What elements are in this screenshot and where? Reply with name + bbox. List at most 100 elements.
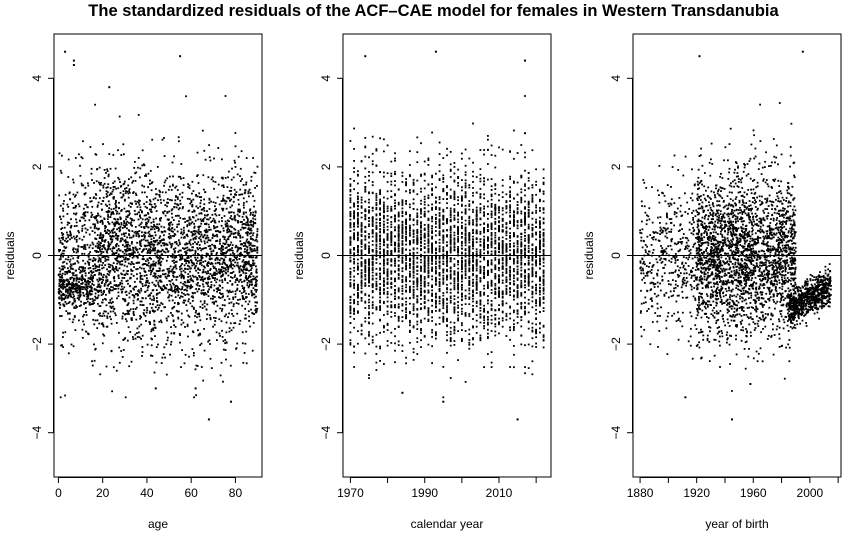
data-point	[102, 298, 104, 301]
data-point	[213, 219, 216, 222]
data-point	[247, 277, 249, 280]
data-point	[71, 272, 74, 274]
data-point	[156, 277, 159, 279]
data-point	[217, 183, 220, 186]
data-point	[81, 336, 84, 339]
data-point	[117, 269, 119, 272]
data-point	[401, 244, 404, 246]
data-point	[180, 366, 182, 368]
data-point	[397, 243, 400, 246]
data-point	[210, 286, 213, 289]
data-point	[192, 306, 195, 309]
data-point	[111, 190, 114, 193]
data-point	[151, 355, 154, 357]
data-point	[97, 285, 100, 288]
data-point	[255, 265, 257, 268]
data-point	[218, 263, 221, 266]
data-point	[405, 267, 407, 269]
data-point	[375, 245, 378, 247]
data-point	[186, 235, 189, 238]
data-point	[97, 251, 100, 253]
data-point	[368, 313, 370, 316]
data-point	[364, 235, 367, 238]
data-point	[405, 356, 407, 359]
data-point	[96, 247, 99, 249]
data-point	[92, 223, 95, 226]
data-point	[383, 244, 385, 247]
data-point	[218, 332, 221, 335]
data-point	[215, 269, 218, 272]
data-point	[232, 176, 235, 179]
data-point	[230, 249, 233, 252]
data-point	[175, 267, 178, 270]
data-point	[383, 271, 385, 273]
data-point	[200, 222, 203, 225]
data-point	[129, 222, 132, 225]
data-point	[184, 288, 187, 291]
data-point	[72, 290, 75, 293]
data-point	[92, 257, 95, 259]
data-point	[353, 279, 355, 282]
data-point	[110, 302, 113, 305]
data-point	[178, 254, 181, 256]
data-point	[130, 360, 133, 363]
data-point	[76, 289, 79, 292]
data-point	[100, 260, 102, 263]
data-point	[114, 223, 117, 226]
data-point	[236, 213, 239, 216]
data-point	[236, 278, 239, 281]
data-point	[92, 259, 94, 262]
data-point	[155, 275, 157, 278]
data-point	[178, 223, 180, 226]
data-point	[149, 246, 152, 249]
data-point	[110, 322, 113, 325]
data-point	[225, 321, 228, 324]
data-point	[223, 252, 226, 254]
data-point	[70, 287, 73, 289]
data-point	[150, 221, 153, 224]
data-point	[156, 239, 159, 242]
data-point	[59, 239, 62, 242]
data-point	[357, 200, 359, 203]
data-point	[379, 228, 381, 230]
data-point	[405, 280, 407, 283]
data-point	[182, 282, 185, 285]
data-point	[137, 262, 140, 264]
data-point	[67, 206, 70, 208]
data-point	[181, 349, 183, 351]
data-point	[109, 299, 112, 301]
data-point	[212, 276, 215, 279]
data-point	[386, 225, 389, 228]
data-point	[58, 296, 61, 299]
data-point	[206, 210, 208, 212]
data-point	[130, 242, 133, 245]
data-point	[253, 245, 256, 247]
data-point	[98, 197, 101, 200]
data-point	[243, 206, 245, 209]
data-point	[244, 268, 247, 271]
data-point	[58, 297, 60, 300]
data-point	[66, 296, 69, 299]
data-point	[390, 196, 393, 198]
data-point	[134, 333, 137, 336]
data-point	[390, 160, 393, 163]
data-point	[120, 209, 123, 211]
data-point	[218, 296, 220, 299]
data-point	[397, 230, 400, 233]
data-point	[85, 281, 88, 284]
data-point	[230, 241, 233, 244]
data-point	[126, 210, 129, 212]
data-point	[170, 294, 173, 297]
data-point	[118, 331, 120, 334]
data-point	[87, 297, 90, 300]
data-point	[397, 234, 400, 237]
data-point	[116, 237, 119, 239]
data-point	[135, 248, 137, 250]
data-point	[230, 260, 232, 263]
data-point	[66, 283, 69, 285]
data-point	[179, 199, 182, 202]
data-point	[254, 256, 257, 259]
data-point	[92, 299, 95, 302]
data-point	[75, 251, 78, 254]
data-point	[236, 284, 239, 286]
